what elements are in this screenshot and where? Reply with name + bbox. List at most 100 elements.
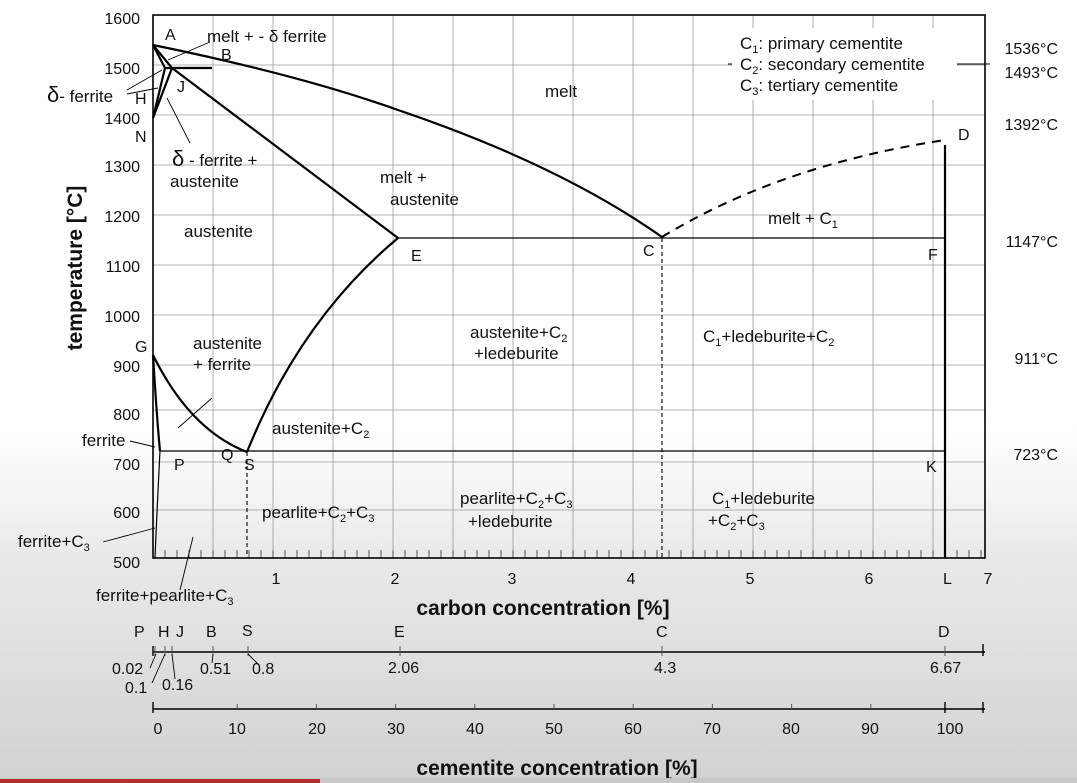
region-pearl-led-1: pearlite+C2+C3 [460, 489, 572, 511]
point-F: F [928, 247, 938, 264]
temp-label: 1392°C [1004, 117, 1058, 134]
acm-line-ES [245, 237, 399, 453]
y-tick: 1400 [104, 111, 140, 128]
y-tick: 700 [113, 457, 140, 474]
region-austenite: austenite [184, 222, 253, 241]
y-tick: 1200 [104, 209, 140, 226]
comp-letter: P [134, 624, 145, 641]
region-ferrite-pearlite-c3: ferrite+pearlite+C3 [96, 586, 233, 608]
legend: C1: primary cementite C2: secondary ceme… [732, 28, 957, 100]
cem-tick: 90 [861, 721, 879, 738]
comp-letter: C [656, 624, 668, 641]
x-tick: 6 [865, 571, 874, 588]
right-temperature-labels: 1536°C 1493°C 1392°C 1147°C 911°C 723°C [1004, 41, 1058, 464]
cem-tick: 100 [937, 721, 964, 738]
line-AH-2 [152, 44, 166, 69]
comp-value: 0.16 [162, 677, 193, 694]
region-pearl-led-2: +ledeburite [468, 512, 553, 531]
region-labels: melt + - δ ferrite δ- ferrite δ - ferrit… [18, 27, 838, 608]
cem-tick: 80 [782, 721, 800, 738]
cementite-scale: 0 10 20 30 40 50 60 70 80 90 100 [152, 702, 985, 738]
region-delta-austenite-2: austenite [170, 172, 239, 191]
comp-value: 4.3 [654, 660, 676, 677]
y-tick: 1500 [104, 61, 140, 78]
cem-tick: 30 [387, 721, 405, 738]
region-delta-ferrite: δ- ferrite [47, 82, 113, 107]
a3-line-GS [152, 354, 248, 454]
region-melt-austenite-1: melt + [380, 168, 427, 187]
point-K: K [926, 459, 937, 476]
point-C: C [643, 243, 655, 260]
cem-tick: 20 [308, 721, 326, 738]
comp-value: 0.51 [200, 661, 231, 678]
y-tick: 1300 [104, 159, 140, 176]
x-tick-labels: 1 2 3 4 5 6 7 [272, 571, 993, 588]
composition-scale: P H J B S E C D 0.02 0.1 0.16 0.51 0.8 2… [112, 623, 985, 697]
region-aus-c2-led-2: +ledeburite [474, 344, 559, 363]
cem-tick: 70 [703, 721, 721, 738]
comp-letter: S [242, 623, 253, 640]
cementite-axis-title: cementite concentration [%] [416, 757, 697, 780]
temp-label: 911°C [1015, 351, 1058, 368]
x-tick: 3 [508, 571, 517, 588]
point-H: H [135, 91, 147, 108]
solidus-JE [171, 67, 399, 239]
temp-label: 1493°C [1004, 65, 1058, 82]
line-JN [151, 67, 174, 119]
minor-ticks [164, 550, 982, 558]
plot-frame [152, 14, 986, 559]
liquidus-ABC [152, 43, 663, 238]
y-tick: 500 [113, 555, 140, 572]
comp-letter: D [938, 624, 950, 641]
region-melt-delta: melt + - δ ferrite [207, 27, 327, 46]
y-axis-title: temperature [°C] [64, 186, 87, 351]
comp-letter: E [394, 624, 405, 641]
point-N: N [135, 129, 147, 146]
region-melt: melt [545, 82, 577, 101]
region-austenite-ferrite-1: austenite [193, 334, 262, 353]
temp-label: 723°C [1013, 447, 1058, 464]
comp-value: 0.1 [125, 680, 147, 697]
region-melt-c1: melt + C1 [768, 209, 838, 231]
y-tick: 1000 [104, 309, 140, 326]
region-pearl-c2-c3: pearlite+C2+C3 [262, 503, 374, 525]
region-aus-c2-led-1: austenite+C2 [470, 323, 567, 345]
point-labels: A B H J N D E C F G P Q S K L [135, 27, 970, 588]
comp-letter: H [158, 624, 170, 641]
region-ferrite-c3: ferrite+C3 [18, 532, 90, 554]
point-S: S [244, 457, 255, 474]
cem-tick: 10 [228, 721, 246, 738]
region-c1-led-c2c3-2: +C2+C3 [708, 511, 765, 533]
region-delta-austenite-1: δ - ferrite + [172, 146, 258, 171]
region-melt-austenite-2: austenite [390, 190, 459, 209]
cem-tick: 60 [624, 721, 642, 738]
y-tick: 600 [113, 505, 140, 522]
x-tick: 7 [984, 571, 993, 588]
point-L: L [943, 571, 952, 588]
temp-label: 1147°C [1006, 234, 1058, 251]
region-c1-led-c2c3-1: C1+ledeburite [712, 489, 815, 511]
point-J: J [177, 79, 185, 96]
x-tick: 1 [272, 571, 281, 588]
point-B: B [221, 47, 232, 64]
y-tick-labels: 1600 1500 1400 1300 1200 1100 1000 900 8… [104, 11, 140, 572]
line-CD [661, 139, 946, 238]
point-A: A [165, 27, 176, 44]
x-tick: 2 [391, 571, 400, 588]
grid [153, 15, 985, 558]
y-tick: 800 [113, 407, 140, 424]
cem-tick: 50 [545, 721, 563, 738]
comp-letter: J [176, 624, 184, 641]
temp-label: 1536°C [1004, 41, 1058, 58]
x-tick: 5 [746, 571, 755, 588]
line-PQ [154, 450, 161, 559]
y-tick: 1600 [104, 11, 140, 28]
progress-accent [0, 779, 320, 783]
region-ferrite: ferrite [82, 431, 125, 450]
x-tick: 4 [627, 571, 636, 588]
comp-value: 0.02 [112, 661, 143, 678]
comp-value: 2.06 [388, 660, 419, 677]
point-G: G [135, 339, 147, 356]
bottom-strip [0, 778, 1077, 783]
